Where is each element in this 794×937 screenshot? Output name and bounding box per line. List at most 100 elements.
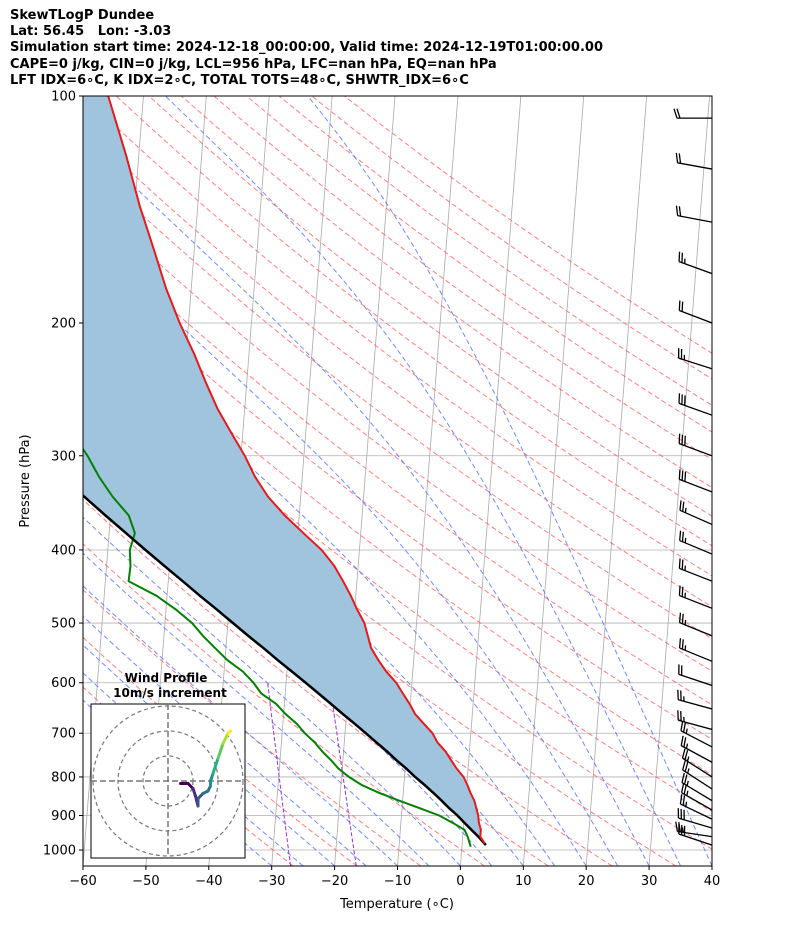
y-tick-label: 300 — [51, 449, 76, 464]
isotherm — [775, 96, 794, 866]
wind-barb-half-flag — [686, 790, 689, 796]
y-tick-label: 900 — [51, 809, 76, 824]
dry-adiabat — [213, 96, 712, 461]
y-tick-label: 100 — [51, 90, 76, 105]
x-tick-label: −40 — [195, 874, 222, 889]
wind-barb-flag — [681, 559, 684, 570]
hodograph-content — [91, 704, 245, 858]
wind-barb — [678, 433, 712, 457]
x-axis-label: Temperature (∘C) — [339, 897, 454, 912]
wind-barb-staff — [678, 442, 712, 457]
wind-barb-half-flag — [684, 507, 687, 513]
wind-barb-flag — [676, 108, 681, 119]
dry-adiabat — [83, 456, 613, 866]
wind-barb — [679, 794, 712, 820]
moist-adiabat — [83, 516, 461, 866]
wind-barb — [675, 152, 712, 170]
wind-barb-flag — [683, 737, 687, 748]
x-tick-label: −20 — [321, 874, 348, 889]
wind-barb-staff — [679, 647, 712, 662]
wind-barb-half-flag — [687, 768, 690, 774]
isotherm — [648, 96, 710, 866]
wind-barb-flag — [679, 500, 682, 511]
wind-barb — [680, 735, 712, 763]
title-line-times: Simulation start time: 2024-12-18_00:00:… — [10, 40, 603, 56]
moist-adiabat — [83, 585, 398, 866]
mixing-ratio-line — [267, 682, 292, 866]
wind-barb — [678, 638, 712, 662]
y-tick-label: 200 — [51, 316, 76, 331]
wind-barb-flag — [675, 205, 679, 216]
x-tick-label: −50 — [132, 874, 159, 889]
wind-barb-staff — [678, 719, 712, 731]
dry-adiabat — [83, 96, 712, 577]
x-tick-label: −10 — [384, 874, 411, 889]
hodograph-inset: Wind Profile 10m/s increment — [90, 671, 246, 859]
x-tick-label: 40 — [704, 874, 721, 889]
wind-barb-flag — [678, 822, 681, 833]
wind-barb-flag — [681, 613, 684, 624]
cape-fill-layer — [83, 96, 486, 846]
wind-barb-flag — [682, 501, 685, 512]
wind-barb — [678, 558, 712, 582]
isotherm — [334, 96, 396, 866]
wind-barb-staff — [679, 567, 712, 582]
moist-adiabat — [83, 615, 367, 866]
wind-barb — [680, 782, 712, 811]
x-tick-label: 10 — [515, 874, 532, 889]
wind-barb-staff — [679, 594, 712, 609]
wind-barb — [682, 760, 712, 790]
wind-barb-half-flag — [681, 827, 684, 833]
wind-barb-staff — [679, 539, 712, 555]
wind-barb — [678, 300, 712, 324]
wind-barb-flag — [678, 558, 681, 569]
series-parcel — [83, 493, 487, 846]
wind-barb-flag — [681, 470, 684, 481]
dry-adiabat — [83, 159, 712, 640]
wind-barb-flag — [681, 586, 684, 597]
wind-barb-flag — [673, 108, 678, 119]
y-tick-label: 700 — [51, 727, 76, 742]
dry-adiabat — [83, 498, 549, 866]
wind-barb — [673, 108, 712, 119]
wind-barb-flag — [675, 821, 679, 832]
wind-barb-flag — [682, 760, 686, 771]
moist-adiabat — [165, 96, 681, 866]
wind-barb-flag — [678, 612, 682, 623]
x-tick-label: 30 — [641, 874, 658, 889]
moist-adiabat — [83, 136, 650, 866]
wind-barb — [679, 530, 712, 555]
dry-adiabat — [181, 96, 712, 489]
wind-barb-staff — [678, 817, 712, 829]
wind-barbs — [673, 108, 712, 846]
dry-adiabat — [83, 415, 677, 866]
wind-barb-flag — [680, 735, 684, 746]
chart-title-block: SkewTLogP Dundee Lat: 56.45 Lon: -3.03 Sim… — [10, 8, 603, 89]
wind-barb-flag — [684, 471, 687, 482]
profile-lines — [83, 96, 487, 847]
y-tick-label: 1000 — [43, 844, 76, 859]
wind-barb-flag — [678, 638, 682, 649]
wind-barb-flag — [678, 300, 681, 311]
wind-barb-staff — [678, 699, 712, 710]
wind-barb-flag — [683, 774, 688, 785]
series-temperature — [107, 96, 486, 844]
wind-barb — [675, 205, 712, 223]
wind-barb-flag — [681, 639, 684, 650]
wind-barb-flag — [681, 772, 685, 783]
isotherm — [0, 96, 18, 866]
wind-barb-flag — [680, 720, 684, 731]
dry-adiabat — [278, 96, 712, 406]
wind-barb-staff — [679, 509, 712, 526]
wind-barb-staff — [678, 402, 712, 416]
wind-barb — [681, 748, 712, 778]
wind-barb-flag — [682, 795, 686, 806]
wind-barb-half-flag — [685, 801, 688, 807]
moist-adiabat — [83, 375, 556, 866]
wind-barb-flag — [684, 749, 689, 760]
wind-barb-staff — [680, 803, 712, 820]
wind-barb — [678, 469, 712, 493]
wind-barb — [677, 689, 712, 710]
dry-adiabat — [83, 226, 712, 706]
wind-barb — [678, 251, 712, 275]
